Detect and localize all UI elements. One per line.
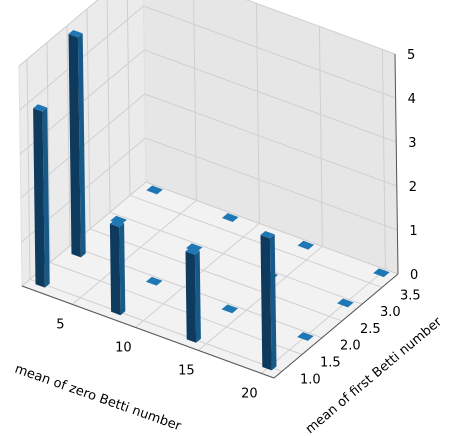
gridline — [49, 262, 303, 355]
bar-side-face — [269, 234, 277, 371]
z-tick-label: 0 — [410, 268, 418, 283]
bar-front-face — [260, 235, 272, 371]
gridline — [129, 194, 383, 288]
gridline — [144, 93, 397, 187]
y-tick-label: 1.5 — [320, 356, 341, 371]
z-tick-label: 5 — [407, 48, 415, 63]
bar — [33, 104, 50, 288]
gridline — [86, 8, 91, 229]
bar-front-face — [185, 251, 197, 343]
x-axis-line — [21, 285, 275, 379]
x-tick-label: 5 — [56, 317, 64, 332]
gridline — [261, 269, 386, 374]
x-tick-label: 15 — [178, 363, 195, 378]
gridline — [145, 137, 398, 231]
bar — [297, 240, 315, 250]
bar-flat-top — [145, 276, 163, 286]
z-tick-label: 4 — [408, 92, 416, 107]
z-tick-label: 1 — [409, 224, 417, 239]
gridline — [29, 278, 283, 372]
gridline — [66, 25, 71, 246]
bar-flat-top — [146, 185, 163, 195]
tick-labels: 5 10 15 20 1.01.5 2.0 2.5 3.0 3.5 0 1 2 3 4 5 — [56, 48, 420, 401]
x-axis-label: mean of zero Betti number — [13, 362, 184, 435]
bar-side-face — [42, 107, 50, 288]
bar — [221, 304, 239, 314]
gridline — [18, 0, 99, 67]
gridline — [193, 0, 197, 201]
bar — [185, 247, 201, 343]
y-tick-label: 2.0 — [340, 339, 361, 354]
gridline — [145, 181, 399, 275]
gridline — [255, 3, 260, 224]
y-tick-label: 3.5 — [400, 288, 421, 303]
bar-top-face — [109, 219, 125, 228]
gridline — [143, 5, 396, 99]
z-axis-line — [394, 53, 399, 275]
bar-front-face — [68, 34, 81, 258]
y-axis-line — [273, 273, 399, 379]
gridline — [109, 211, 363, 305]
bar — [109, 219, 126, 316]
z-tick-label: 2 — [409, 180, 417, 195]
bar-flat-top — [373, 268, 390, 278]
bar-front-face — [109, 223, 121, 316]
gridline — [318, 26, 323, 247]
gridline — [46, 42, 51, 263]
bars — [33, 30, 390, 371]
z-tick-label: 3 — [408, 136, 416, 151]
gridline — [245, 0, 396, 55]
y-tick-label: 3.0 — [380, 305, 401, 320]
bar — [337, 298, 354, 308]
gridline — [106, 0, 111, 213]
bar-top-face — [33, 104, 48, 112]
bar-top-face — [185, 247, 200, 255]
y-tick-label: 2.5 — [360, 322, 381, 337]
gridline — [198, 246, 323, 351]
bar-flat-top — [337, 298, 354, 308]
x-tick-label: 20 — [241, 386, 258, 401]
bar — [260, 231, 277, 371]
y-tick-label: 1.0 — [300, 372, 321, 387]
bar-side-face — [119, 223, 126, 316]
bar-flat-top — [221, 304, 239, 314]
bar — [68, 30, 86, 258]
bar — [373, 268, 390, 278]
bar-front-face — [33, 108, 45, 288]
axis-lines — [21, 53, 399, 379]
gridline — [126, 0, 131, 196]
bar-top-face — [68, 30, 83, 38]
bar-flat-top — [297, 332, 314, 341]
bar — [145, 276, 163, 286]
bar-side-face — [77, 33, 86, 258]
bar — [297, 332, 314, 341]
gridline — [89, 228, 343, 322]
x-tick-label: 10 — [115, 340, 132, 355]
gridline — [381, 49, 386, 270]
bar-top-face — [260, 231, 275, 239]
bar — [146, 185, 163, 195]
gridline — [72, 200, 197, 305]
bar-side-face — [194, 250, 201, 343]
gridline — [26, 59, 31, 280]
bar-flat-top — [221, 213, 239, 222]
bar — [221, 213, 239, 222]
bar-flat-top — [297, 240, 315, 250]
gridline — [144, 49, 397, 143]
